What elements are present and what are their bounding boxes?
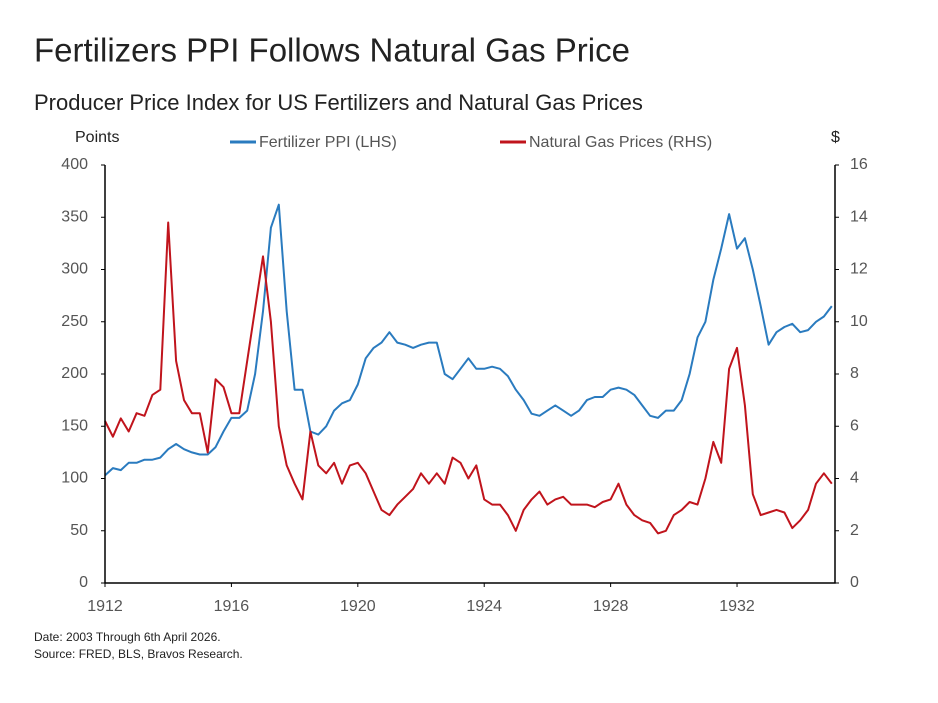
series-line [104, 221, 833, 535]
y2-tick-label: 8 [850, 365, 859, 382]
y-tick-label: 0 [79, 574, 88, 591]
x-tick-label: 1920 [340, 598, 376, 615]
y-tick-label: 100 [61, 470, 88, 487]
x-tick-label: 1928 [593, 598, 629, 615]
y2-tick-label: 0 [850, 574, 859, 591]
note: Date: 2003 Through 6th April 2026. [34, 630, 221, 644]
y-tick-label: 250 [61, 313, 88, 330]
y2-tick-label: 12 [850, 261, 868, 278]
y-tick-label: 150 [61, 417, 88, 434]
x-tick-label: 1932 [719, 598, 755, 615]
chart-subtitle: Producer Price Index for US Fertilizers … [34, 90, 643, 115]
legend-label: Fertilizer PPI (LHS) [259, 134, 397, 151]
legend-label: Natural Gas Prices (RHS) [529, 134, 712, 151]
y2-tick-label: 4 [850, 470, 859, 487]
x-tick-label: 1916 [214, 598, 250, 615]
y2-axis-label: $ [831, 129, 840, 146]
y-axis-label: Points [75, 129, 119, 146]
y2-tick-label: 6 [850, 417, 859, 434]
y-tick-label: 200 [61, 365, 88, 382]
x-tick-label: 1912 [87, 598, 123, 615]
chart-title: Fertilizers PPI Follows Natural Gas Pric… [34, 32, 630, 69]
note: Source: FRED, BLS, Bravos Research. [34, 647, 243, 661]
y-tick-label: 300 [61, 261, 88, 278]
y2-tick-label: 16 [850, 156, 868, 173]
x-tick-label: 1924 [466, 598, 502, 615]
y2-tick-label: 2 [850, 522, 859, 539]
series-line [104, 203, 833, 477]
y-tick-label: 50 [70, 522, 88, 539]
axis-frame [104, 165, 836, 584]
y2-tick-label: 10 [850, 313, 868, 330]
y-tick-label: 350 [61, 208, 88, 225]
y2-tick-label: 14 [850, 208, 868, 225]
y-tick-label: 400 [61, 156, 88, 173]
